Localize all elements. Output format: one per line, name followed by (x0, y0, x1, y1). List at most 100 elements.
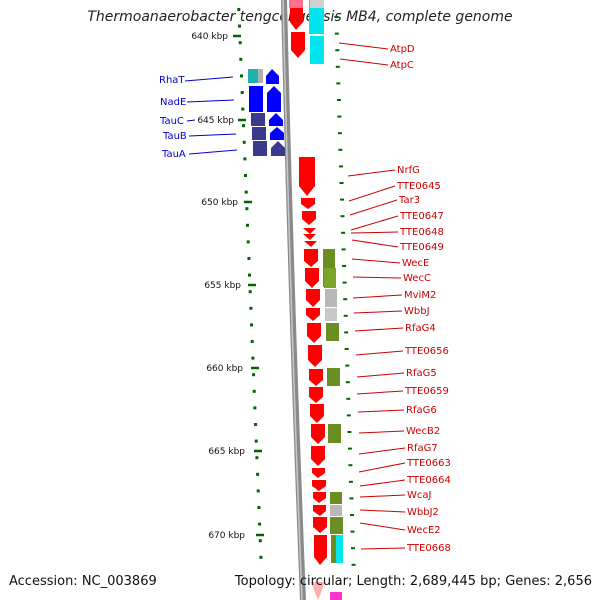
gene-tte0668-arrow[interactable] (314, 535, 327, 565)
gene-tte0664-arrow[interactable] (312, 480, 326, 491)
ruler-dot (256, 489, 260, 493)
gene-tte0663-arrow[interactable] (312, 468, 325, 478)
right-label-wece[interactable]: WecE (402, 258, 429, 269)
right-label-rfag5[interactable]: RfaG5 (406, 368, 437, 379)
right-label-wbbj[interactable]: WbbJ (404, 306, 430, 317)
tick-label-640: 640 kbp (191, 32, 228, 42)
right-label-rfag6[interactable]: RfaG6 (406, 405, 437, 416)
ruler-dot-right (347, 447, 352, 450)
gene-wece2-arrow[interactable] (313, 517, 327, 533)
gene-rfag4-cog[interactable] (326, 323, 339, 341)
gene-rhat-arrow[interactable] (266, 69, 279, 84)
right-label-wecb2[interactable]: WecB2 (406, 426, 440, 437)
right-label-rfag7[interactable]: RfaG7 (407, 443, 438, 454)
right-label-nrfg[interactable]: NrfG (397, 165, 420, 176)
right-label-rfag4[interactable]: RfaG4 (405, 323, 436, 334)
gene-tte0649-arrow[interactable] (304, 241, 317, 247)
right-label-tte0645[interactable]: TTE0645 (396, 181, 441, 192)
gene-atpc-cog[interactable] (310, 36, 324, 64)
gene-taua-box[interactable] (253, 141, 267, 156)
right-label-tte0656[interactable]: TTE0656 (404, 346, 449, 357)
gene-taub-arrow[interactable] (270, 127, 284, 140)
gene-rfag5-arrow[interactable] (309, 369, 323, 386)
gene-tar3-arrow[interactable] (302, 211, 316, 225)
gene-tte0659-arrow[interactable] (309, 387, 323, 403)
left-label-taub[interactable]: TauB (162, 131, 187, 142)
ruler-dot (259, 555, 263, 559)
right-label-atpd[interactable]: AtpD (390, 44, 415, 55)
gene-wece-arrow[interactable] (304, 249, 318, 267)
genome-backbone-highlight (282, 0, 303, 600)
gene-mvim2-arrow[interactable] (306, 289, 320, 307)
gene-wbbj2-cog[interactable] (330, 505, 342, 516)
length-text: Length: 2,689,445 bp (356, 574, 497, 589)
right-label-mvim2[interactable]: MviM2 (404, 290, 436, 301)
right-label-tte0664[interactable]: TTE0664 (406, 475, 451, 486)
left-label-rhat[interactable]: RhaT (159, 75, 185, 86)
right-label-wecc[interactable]: WecC (403, 273, 431, 284)
genome-backbone (281, 0, 306, 600)
topology-text: Topology: circular (234, 574, 348, 589)
gene-nade-box[interactable] (249, 86, 263, 112)
gene-taub-box[interactable] (252, 127, 266, 140)
right-label-wcaj[interactable]: WcaJ (407, 490, 431, 501)
gene-mvim2-cog[interactable] (325, 289, 337, 307)
right-label-tar3[interactable]: Tar3 (398, 195, 420, 206)
tick-label-650: 650 kbp (201, 198, 238, 208)
callout-tte0645 (348, 185, 396, 202)
ruler-dot-right (340, 215, 345, 218)
gene-tte0668-cog-cyan[interactable] (336, 535, 343, 563)
ruler-dot-right (336, 99, 341, 101)
gene-tte0668-cog-green[interactable] (331, 535, 337, 563)
right-label-atpc[interactable]: AtpC (390, 60, 414, 71)
gene-tte0647-arrow[interactable] (303, 228, 316, 234)
callout-tte0659 (356, 390, 404, 395)
left-label-tauc[interactable]: TauC (159, 116, 184, 127)
left-label-nade[interactable]: NadE (160, 97, 186, 108)
gene-wece2-cog[interactable] (330, 517, 343, 534)
tick-label-670: 670 kbp (208, 531, 245, 541)
callout-taub (188, 133, 237, 137)
right-label-wbbj2[interactable]: WbbJ2 (407, 507, 439, 518)
gene-rfag5-cog[interactable] (327, 368, 340, 386)
gene-wecb2-arrow[interactable] (311, 424, 325, 444)
right-label-tte0663[interactable]: TTE0663 (406, 458, 451, 469)
gene-wcaj-cog[interactable] (330, 492, 342, 504)
accession-label: Accession: NC_003869 (9, 574, 157, 589)
forward-strand-genes (289, 0, 343, 600)
right-label-tte0649[interactable]: TTE0649 (399, 242, 444, 253)
gene-nade-arrow[interactable] (267, 86, 281, 112)
left-label-taua[interactable]: TauA (161, 149, 186, 160)
right-label-tte0668[interactable]: TTE0668 (406, 543, 451, 554)
gene-rfag4-arrow[interactable] (307, 323, 321, 343)
gene-tte0648-arrow[interactable] (303, 234, 316, 240)
gene-rfag6-arrow[interactable] (310, 404, 324, 423)
gene-nrfg-arrow[interactable] (299, 157, 315, 196)
ruler-dot-right (346, 397, 351, 400)
gene-atpd-cog[interactable] (309, 0, 324, 34)
ruler-dot (254, 423, 258, 426)
gene-tte0656-arrow[interactable] (308, 345, 322, 367)
gene-wecb2-cog[interactable] (328, 424, 341, 443)
right-label-tte0647[interactable]: TTE0647 (399, 211, 444, 222)
gene-wbbj-cog[interactable] (325, 308, 337, 321)
gene-wbbj-arrow[interactable] (306, 308, 320, 321)
gene-wecc-cog[interactable] (324, 268, 336, 288)
gene-wecc-arrow[interactable] (305, 268, 319, 288)
gene-atpc-arrow[interactable] (291, 32, 305, 58)
gene-tauc-arrow[interactable] (269, 113, 283, 126)
gene-tte0645-arrow[interactable] (301, 198, 315, 209)
ruler-dot-right (343, 314, 348, 317)
gene-atpd-arrow[interactable] (290, 8, 303, 30)
gene-wcaj-arrow[interactable] (313, 492, 326, 503)
right-label-tte0648[interactable]: TTE0648 (399, 227, 444, 238)
gene-wbbj2-arrow[interactable] (313, 505, 326, 516)
gene-taua-arrow[interactable] (271, 141, 285, 156)
ruler-dot-right (338, 148, 343, 151)
gene-rfag7-arrow[interactable] (311, 446, 325, 466)
right-label-wece2[interactable]: WecE2 (407, 525, 441, 536)
ruler-dot-right (345, 364, 350, 367)
right-label-tte0659[interactable]: TTE0659 (404, 386, 449, 397)
gene-tauc-box[interactable] (251, 113, 265, 126)
